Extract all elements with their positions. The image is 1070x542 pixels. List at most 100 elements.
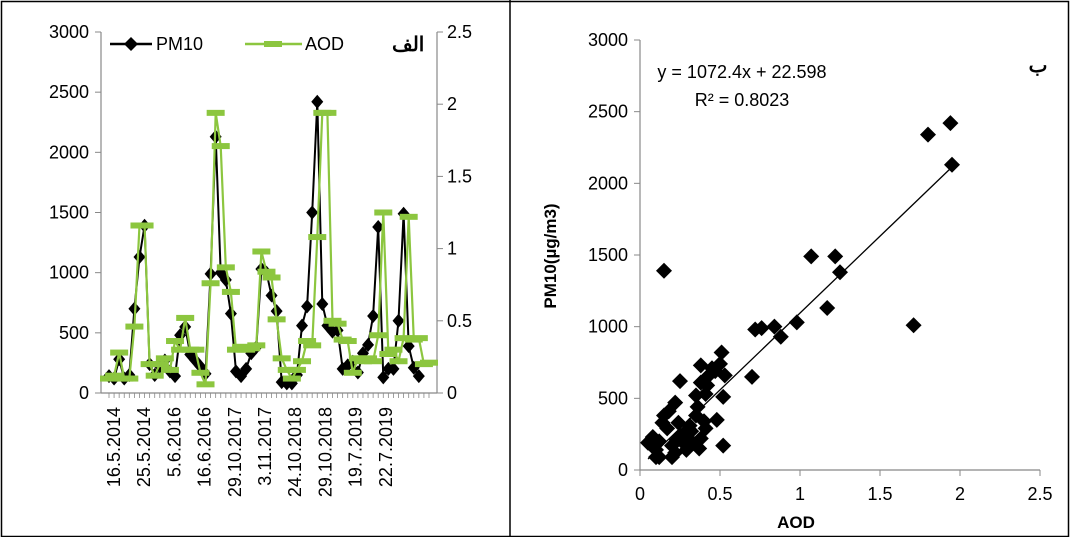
legend-pm10-label: PM10 <box>156 34 203 54</box>
scatter-point <box>819 300 836 317</box>
scatter-x-tick-labels: 0 0.5 1 1.5 2 2.5 <box>635 484 1053 504</box>
aod-point <box>374 209 393 216</box>
aod-series <box>100 109 438 388</box>
scatter-point <box>675 426 692 443</box>
pm10-point <box>316 296 329 311</box>
pm10-point <box>311 94 324 109</box>
aod-point <box>135 222 154 229</box>
pm10-point <box>265 288 278 303</box>
scatter-y-tick-label: 1500 <box>588 245 628 265</box>
aod-point <box>369 332 388 339</box>
right-y-tick-label: 1 <box>447 239 457 259</box>
scatter-point <box>699 377 716 394</box>
aod-point <box>176 314 195 321</box>
aod-point <box>140 361 159 368</box>
aod-point <box>257 268 276 275</box>
aod-point <box>196 381 215 388</box>
x-tick-label: 25.5.2014 <box>134 407 154 487</box>
aod-point <box>282 375 301 382</box>
pm10-point <box>377 370 390 385</box>
scatter-y-tick-label: 3000 <box>588 30 628 50</box>
x-tick-label: 29.10.2018 <box>315 407 335 497</box>
aod-point <box>267 316 286 323</box>
x-tick-label: 29.10.2017 <box>225 407 245 497</box>
left-y-tick-labels: 0 500 1000 1500 2000 2500 3000 <box>49 22 89 403</box>
x-tick-label: 19.7.2019 <box>346 407 366 487</box>
right-y-tick-label: 0.5 <box>447 311 472 331</box>
scatter-point <box>788 314 805 331</box>
aod-point <box>247 342 266 349</box>
right-y-tick-labels: 0 0.5 1 1.5 2 2.5 <box>447 22 472 403</box>
scatter-x-tick-label: 2.5 <box>1027 484 1052 504</box>
aod-point <box>298 338 317 345</box>
aod-point <box>394 335 413 342</box>
right-panel: 0 500 1000 1500 2000 2500 3000 0 0.5 1 1.5 2 2.5 y … <box>541 30 1053 532</box>
aod-point <box>160 366 179 373</box>
aod-point <box>171 346 190 353</box>
scatter-point <box>753 320 770 337</box>
aod-point <box>399 213 418 220</box>
pm10-point <box>372 219 385 234</box>
pm10-point <box>367 308 380 323</box>
aod-point <box>303 342 322 349</box>
aod-point <box>145 372 164 379</box>
scatter-point <box>766 318 783 335</box>
scatter-point <box>772 328 789 345</box>
pm10-point <box>387 361 400 376</box>
x-tick-label: 16.5.2014 <box>104 407 124 487</box>
aod-point <box>211 143 230 150</box>
aod-point <box>201 280 220 287</box>
scatter-point <box>716 367 733 384</box>
scatter-point <box>715 437 732 454</box>
left-y-tick-label: 1500 <box>49 203 89 223</box>
scatter-point <box>692 357 709 374</box>
left-y-tick-label: 3000 <box>49 22 89 42</box>
scatter-point <box>712 355 728 372</box>
scatter-y-tick-labels: 0 500 1000 1500 2000 2500 3000 <box>588 30 628 480</box>
aod-point <box>272 355 291 362</box>
scatter-point <box>670 414 687 431</box>
aod-point <box>379 351 398 358</box>
aod-point <box>287 366 306 373</box>
pm10-point <box>362 337 375 352</box>
pm10-point <box>240 361 253 376</box>
scatter-y-tick-label: 2000 <box>588 173 628 193</box>
aod-point <box>206 109 225 116</box>
scatter-y-tick-label: 500 <box>598 388 628 408</box>
scatter-point <box>651 433 668 450</box>
aod-point <box>384 346 403 353</box>
aod-point <box>389 358 408 365</box>
x-axis-label: AOD <box>777 513 815 532</box>
aod-point <box>125 323 144 330</box>
legend: PM10 AOD الف <box>102 30 432 58</box>
scatter-point <box>715 388 732 405</box>
right-y-tick-label: 1.5 <box>447 166 472 186</box>
left-y-tick-label: 500 <box>59 323 89 343</box>
aod-point <box>191 369 210 376</box>
scatter-point <box>691 440 708 457</box>
pm10-point <box>133 250 146 265</box>
scatter-point <box>832 264 848 281</box>
scatter-y-tick-label: 2500 <box>588 102 628 122</box>
scatter-point <box>803 248 820 265</box>
aod-point <box>262 274 281 281</box>
r-squared: R² = 0.8023 <box>695 90 790 110</box>
aod-point <box>409 335 428 342</box>
left-panel: 0 500 1000 1500 2000 2500 3000 0 0.5 1 1.5 2 2.5 16… <box>49 22 472 497</box>
pm10-series <box>103 94 425 391</box>
x-tick-label: 5.6.2016 <box>164 407 184 477</box>
scatter-point <box>697 420 714 437</box>
right-y-tick-label: 2.5 <box>447 22 472 42</box>
aod-point <box>150 361 169 368</box>
scatter-point <box>744 368 760 385</box>
scatter-x-tick-label: 2 <box>955 484 965 504</box>
aod-point <box>420 359 438 366</box>
aod-point <box>308 234 327 241</box>
aod-point <box>216 264 235 271</box>
scatter-point <box>713 344 730 361</box>
scatter-point <box>659 420 676 437</box>
aod-point <box>221 288 240 295</box>
pm10-point <box>224 306 237 321</box>
